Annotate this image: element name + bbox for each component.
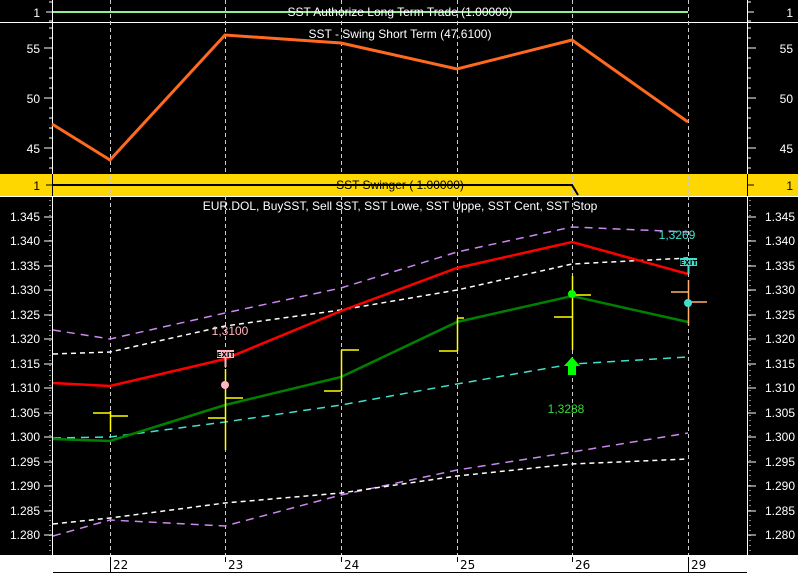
svg-text:1.315: 1.315 (765, 357, 795, 371)
exit-price-label: 1,3269 (659, 228, 696, 242)
svg-text:1.315: 1.315 (10, 357, 40, 371)
authorize-y-tick-right: 1 (786, 6, 793, 20)
buy-marker-dot[interactable] (568, 290, 576, 298)
x-label-25: 25 (460, 558, 475, 572)
svg-text:1.340: 1.340 (10, 234, 40, 248)
sst-lower-line (52, 458, 689, 525)
swinger-y-tick-left: 1 (33, 179, 40, 193)
lower-violet-band (52, 432, 689, 537)
chart-background (0, 0, 798, 555)
swing-y-tick-45-left: 45 (27, 142, 41, 156)
price-panel-title: EUR.DOL, BuySST, Sell SST, SST Lowe, SST… (203, 199, 598, 213)
swing-short-title: SST - Swing Short Term (47.6100) (309, 27, 492, 41)
svg-text:1.295: 1.295 (10, 455, 40, 469)
svg-text:1.340: 1.340 (765, 234, 795, 248)
x-label-26: 26 (575, 558, 590, 572)
price-y-labels-left: 1.345 1.340 1.335 1.330 1.325 1.320 1.31… (10, 210, 40, 542)
swing-short-ticks (44, 27, 756, 169)
buy-price-label: 1,3288 (548, 402, 585, 416)
upper-violet-band (52, 226, 689, 340)
sell-marker-dot[interactable] (221, 381, 229, 389)
svg-text:1.290: 1.290 (10, 479, 40, 493)
sst-stop-line (52, 240, 689, 388)
swing-short-line (51, 33, 689, 162)
exit-label-29: EXIT (680, 259, 698, 267)
svg-text:1.285: 1.285 (765, 504, 795, 518)
x-label-22: 22 (113, 558, 128, 572)
x-axis-area (0, 555, 798, 587)
ohlc-bars (93, 276, 591, 450)
svg-text:1.305: 1.305 (10, 406, 40, 420)
svg-text:1.330: 1.330 (765, 283, 795, 297)
swinger-line (53, 184, 579, 196)
svg-text:1.280: 1.280 (10, 528, 40, 542)
exit-marker-23[interactable]: EXIT (217, 350, 235, 367)
svg-text:1.345: 1.345 (765, 210, 795, 224)
svg-text:1.295: 1.295 (765, 455, 795, 469)
svg-text:1.310: 1.310 (10, 381, 40, 395)
x-label-23: 23 (228, 558, 243, 572)
swing-y-tick-55-left: 55 (27, 42, 41, 56)
svg-text:1.330: 1.330 (10, 283, 40, 297)
svg-text:1.305: 1.305 (765, 406, 795, 420)
swinger-y-tick-right: 1 (786, 179, 793, 193)
svg-text:1.325: 1.325 (10, 308, 40, 322)
exit-marker-dot[interactable] (684, 299, 692, 307)
x-label-24: 24 (344, 558, 359, 572)
x-label-29: 29 (691, 558, 706, 572)
swing-y-tick-50-right: 50 (780, 92, 794, 106)
svg-text:1.335: 1.335 (10, 259, 40, 273)
svg-text:1.280: 1.280 (765, 528, 795, 542)
svg-text:1.320: 1.320 (10, 332, 40, 346)
swing-y-tick-55-right: 55 (780, 42, 794, 56)
svg-text:1.335: 1.335 (765, 259, 795, 273)
svg-text:1.345: 1.345 (10, 210, 40, 224)
price-y-labels-right: 1.345 1.340 1.335 1.330 1.325 1.320 1.31… (765, 210, 795, 542)
svg-text:1.290: 1.290 (765, 479, 795, 493)
price-axis-minor-ticks (49, 200, 751, 552)
swinger-title: SST Swinger ( 1.00000) (336, 178, 464, 192)
svg-text:1.300: 1.300 (10, 430, 40, 444)
price-axis-ticks (44, 216, 756, 536)
buy-arrow-icon[interactable] (564, 357, 580, 375)
exit-marker-29[interactable]: EXIT (680, 258, 698, 274)
swing-y-tick-45-right: 45 (780, 142, 794, 156)
svg-text:1.310: 1.310 (765, 381, 795, 395)
authorize-title: SST Authorize Long Term Trade (1.00000) (287, 5, 512, 19)
svg-text:1.285: 1.285 (10, 504, 40, 518)
day-gridlines (110, 0, 689, 555)
exit-label-23: EXIT (217, 351, 235, 359)
authorize-y-tick-left: 1 (33, 6, 40, 20)
svg-text:1.320: 1.320 (765, 332, 795, 346)
swing-y-tick-50-left: 50 (27, 92, 41, 106)
svg-text:1.325: 1.325 (765, 308, 795, 322)
svg-text:1.300: 1.300 (765, 430, 795, 444)
sell-price-label: 1,3100 (212, 324, 249, 338)
